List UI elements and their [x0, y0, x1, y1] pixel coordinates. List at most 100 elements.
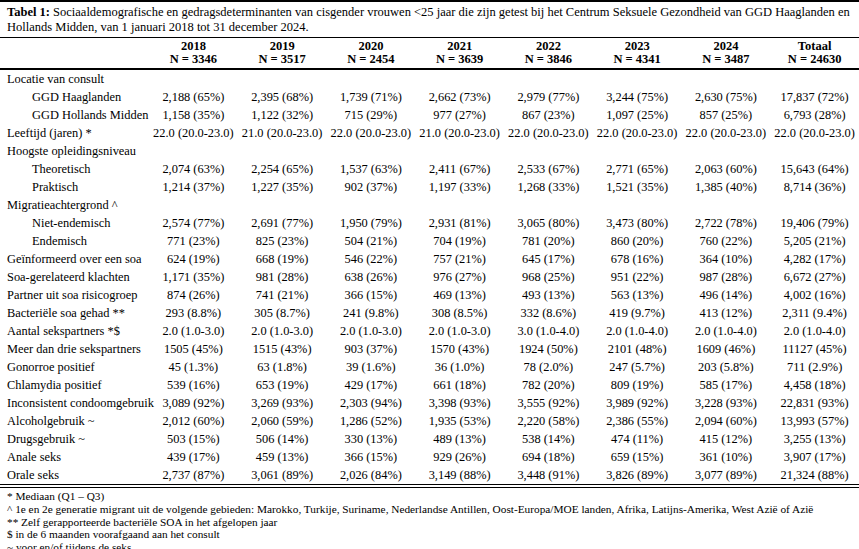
data-cell: 45 (1.3%): [149, 358, 238, 376]
data-cell: 6,672 (27%): [770, 268, 859, 286]
data-cell: 364 (10%): [682, 250, 771, 268]
data-cell: [149, 142, 238, 160]
table-row: Soa-gerelateerd klachten1,171 (35%)981 (…: [0, 268, 859, 286]
data-cell: 21,324 (88%): [770, 466, 859, 484]
data-cell: 2,012 (60%): [149, 412, 238, 430]
data-cell: 1505 (45%): [149, 340, 238, 358]
row-label: Meer dan drie sekspartners: [0, 340, 149, 358]
data-cell: 645 (17%): [504, 250, 593, 268]
data-cell: 439 (17%): [149, 448, 238, 466]
data-cell: 2,026 (84%): [327, 466, 416, 484]
data-cell: 2,254 (65%): [238, 160, 327, 178]
data-cell: 715 (29%): [327, 106, 416, 124]
data-cell: 203 (5.8%): [682, 358, 771, 376]
data-cell: 1515 (43%): [238, 340, 327, 358]
table-row: Praktisch1,214 (37%)1,227 (35%)902 (37%)…: [0, 178, 859, 196]
table-row: Meer dan drie sekspartners1505 (45%)1515…: [0, 340, 859, 358]
data-cell: 661 (18%): [415, 376, 504, 394]
data-cell: 3,244 (75%): [593, 88, 682, 106]
data-cell: 366 (15%): [327, 448, 416, 466]
table-row: Drugsgebruik ~503 (15%)506 (14%)330 (13%…: [0, 430, 859, 448]
column-n: N = 3487: [682, 53, 771, 69]
data-cell: 653 (19%): [238, 376, 327, 394]
data-cell: 757 (21%): [415, 250, 504, 268]
data-cell: 3,907 (17%): [770, 448, 859, 466]
data-cell: 1,286 (52%): [327, 412, 416, 430]
data-cell: 781 (20%): [504, 232, 593, 250]
data-cell: 3,448 (91%): [504, 466, 593, 484]
data-cell: [770, 69, 859, 88]
data-cell: 809 (19%): [593, 376, 682, 394]
data-cell: [327, 196, 416, 214]
data-cell: 2.0 (1.0-3.0): [327, 322, 416, 340]
data-cell: 1,171 (35%): [149, 268, 238, 286]
data-cell: 2.0 (1.0-4.0): [770, 322, 859, 340]
footnote: ^ 1e en 2e generatie migrant uit de volg…: [7, 503, 853, 516]
column-year: 2020: [327, 38, 416, 53]
row-label: Theoretisch: [0, 160, 149, 178]
data-cell: 63 (1.8%): [238, 358, 327, 376]
data-cell: [238, 196, 327, 214]
data-cell: 13,993 (57%): [770, 412, 859, 430]
footnote: * Mediaan (Q1 – Q3): [7, 490, 853, 503]
data-cell: 771 (23%): [149, 232, 238, 250]
data-cell: 929 (26%): [415, 448, 504, 466]
table-row: Locatie van consult: [0, 69, 859, 88]
row-label: Soa-gerelateerd klachten: [0, 268, 149, 286]
data-cell: 22.0 (20.0-23.0): [149, 124, 238, 142]
data-cell: 493 (13%): [504, 286, 593, 304]
data-cell: 22.0 (20.0-23.0): [593, 124, 682, 142]
data-cell: 3,826 (89%): [593, 466, 682, 484]
data-cell: 2.0 (1.0-3.0): [238, 322, 327, 340]
data-cell: 1,950 (79%): [327, 214, 416, 232]
data-cell: 308 (8.5%): [415, 304, 504, 322]
table-row: Hoogste opleidingsniveau: [0, 142, 859, 160]
data-cell: 22.0 (20.0-23.0): [682, 124, 771, 142]
row-label: GGD Haaglanden: [0, 88, 149, 106]
data-cell: [682, 142, 771, 160]
data-cell: 976 (27%): [415, 268, 504, 286]
data-cell: 2,386 (55%): [593, 412, 682, 430]
data-cell: 2,533 (67%): [504, 160, 593, 178]
table-row: Inconsistent condoomgebruik3,089 (92%)3,…: [0, 394, 859, 412]
data-cell: 1,537 (63%): [327, 160, 416, 178]
data-cell: 330 (13%): [327, 430, 416, 448]
data-cell: 22.0 (20.0-23.0): [327, 124, 416, 142]
row-label: Geïnformeerd over een soa: [0, 250, 149, 268]
data-cell: 366 (15%): [327, 286, 416, 304]
data-cell: [238, 69, 327, 88]
table-row: Gonorroe positief45 (1.3%)63 (1.8%)39 (1…: [0, 358, 859, 376]
data-cell: 951 (22%): [593, 268, 682, 286]
data-cell: 825 (23%): [238, 232, 327, 250]
table-header: 2018201920202021202220232024TotaalN = 33…: [0, 38, 859, 69]
data-cell: 419 (9.7%): [593, 304, 682, 322]
column-n: N = 2454: [327, 53, 416, 69]
data-cell: 867 (23%): [504, 106, 593, 124]
data-cell: 2.0 (1.0-3.0): [149, 322, 238, 340]
data-cell: 1570 (43%): [415, 340, 504, 358]
table-caption-text: Sociaaldemografische en gedragsdetermina…: [7, 5, 850, 34]
data-cell: 2,311 (9.4%): [770, 304, 859, 322]
data-cell: 11127 (45%): [770, 340, 859, 358]
data-table: 2018201920202021202220232024TotaalN = 33…: [0, 38, 859, 484]
data-cell: 413 (12%): [682, 304, 771, 322]
table-row: Partner uit soa risicogroep874 (26%)741 …: [0, 286, 859, 304]
data-cell: [593, 69, 682, 88]
table-row: GGD Haaglanden2,188 (65%)2,395 (68%)1,73…: [0, 88, 859, 106]
data-cell: [149, 196, 238, 214]
row-label: Locatie van consult: [0, 69, 149, 88]
row-label: Chlamydia positief: [0, 376, 149, 394]
data-cell: 1,385 (40%): [682, 178, 771, 196]
data-cell: 1,197 (33%): [415, 178, 504, 196]
data-cell: [415, 196, 504, 214]
data-cell: [682, 69, 771, 88]
row-label: Migratieachtergrond ^: [0, 196, 149, 214]
data-cell: 563 (13%): [593, 286, 682, 304]
table-row: Alcoholgebruik ~2,012 (60%)2,060 (59%)1,…: [0, 412, 859, 430]
table-row: Migratieachtergrond ^: [0, 196, 859, 214]
data-cell: 539 (16%): [149, 376, 238, 394]
row-label: Praktisch: [0, 178, 149, 196]
table-body: Locatie van consultGGD Haaglanden2,188 (…: [0, 69, 859, 484]
data-cell: 361 (10%): [682, 448, 771, 466]
header-empty-cell: [0, 53, 149, 69]
